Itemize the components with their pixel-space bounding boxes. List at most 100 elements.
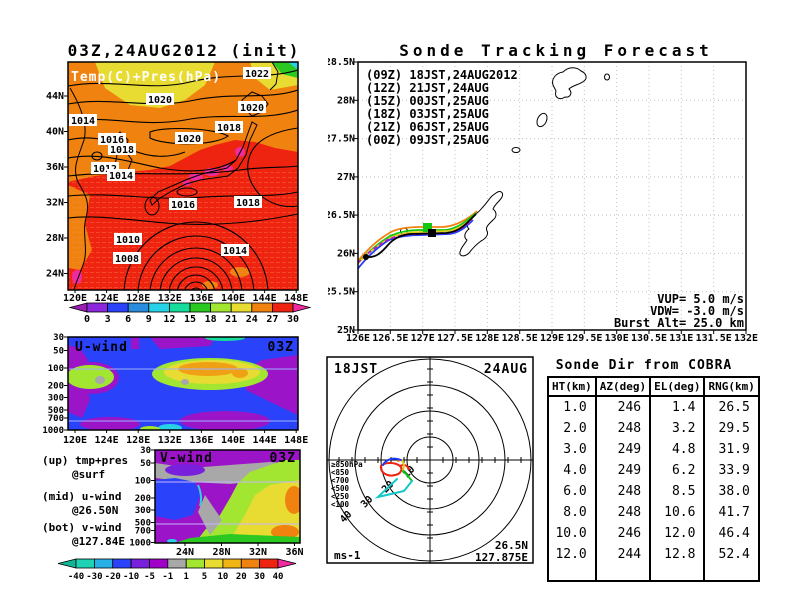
svg-text:28N: 28N bbox=[46, 233, 64, 244]
svg-text:131E: 131E bbox=[669, 333, 693, 344]
svg-text:0: 0 bbox=[84, 314, 90, 325]
svg-text:24N: 24N bbox=[176, 547, 194, 558]
svg-text:1014: 1014 bbox=[109, 171, 133, 182]
svg-text:132E: 132E bbox=[158, 293, 182, 304]
svg-text:6: 6 bbox=[125, 314, 131, 325]
svg-text:Burst Alt= 25.0 km: Burst Alt= 25.0 km bbox=[614, 316, 744, 330]
cell bbox=[548, 565, 597, 581]
svg-text:50: 50 bbox=[140, 459, 151, 469]
svg-text:36N: 36N bbox=[46, 162, 64, 173]
svg-text:40N: 40N bbox=[46, 127, 64, 138]
panel-uwind: U-wind 03Z 30 50 100 200 300 500 700 100… bbox=[28, 330, 324, 448]
svg-text:30: 30 bbox=[53, 333, 64, 343]
panel-sonde-table: Sonde Dir from COBRA HT(km) AZ(deg) EL(d… bbox=[540, 358, 760, 582]
hodograph-lat: 26.5N bbox=[495, 539, 528, 552]
svg-text:1018: 1018 bbox=[110, 145, 134, 156]
cell bbox=[595, 565, 652, 581]
svg-text:27: 27 bbox=[266, 314, 278, 325]
col-header-el: EL(deg) bbox=[650, 377, 706, 397]
svg-text:-40: -40 bbox=[68, 572, 84, 582]
svg-text:1012: 1012 bbox=[93, 164, 117, 175]
table-spacer-row bbox=[548, 565, 759, 581]
svg-text:127E: 127E bbox=[411, 333, 435, 344]
cell: 10.6 bbox=[650, 502, 706, 523]
svg-text:148E: 148E bbox=[284, 435, 308, 446]
field-label: Temp(C)+Pres(hPa) bbox=[71, 70, 221, 85]
svg-text:700: 700 bbox=[135, 527, 151, 537]
tracking-title: Sonde Tracking Forecast bbox=[399, 41, 713, 60]
svg-text:@127.84E: @127.84E bbox=[72, 535, 125, 548]
svg-text:300: 300 bbox=[135, 506, 151, 516]
x-axis-ticks bbox=[74, 290, 297, 293]
svg-text:40: 40 bbox=[338, 509, 354, 525]
cell: 2.0 bbox=[548, 418, 597, 439]
uwind-y-labels: 30 50 100 200 300 500 700 1000 bbox=[42, 333, 64, 436]
tracking-legend: (09Z) 18JST,24AUG2012 (12Z) 21JST,24AUG … bbox=[366, 68, 518, 147]
table-header-row: HT(km) AZ(deg) EL(deg) RNG(km) bbox=[548, 377, 759, 397]
svg-text:24N: 24N bbox=[46, 269, 64, 280]
cell: 12.8 bbox=[650, 544, 706, 565]
svg-text:9: 9 bbox=[146, 314, 152, 325]
cell: 246 bbox=[595, 523, 652, 544]
svg-text:1016: 1016 bbox=[100, 135, 124, 146]
svg-text:-20: -20 bbox=[105, 572, 121, 582]
uwind-time: 03Z bbox=[268, 340, 294, 355]
svg-text:136E: 136E bbox=[189, 293, 213, 304]
pressure-contours bbox=[68, 69, 298, 290]
svg-text:500: 500 bbox=[48, 406, 64, 416]
svg-text:-5: -5 bbox=[144, 572, 155, 582]
uwind-y-ticks bbox=[64, 336, 68, 431]
cell: 10.0 bbox=[548, 523, 597, 544]
cell: 12.0 bbox=[650, 523, 706, 544]
cell: 8.5 bbox=[650, 481, 706, 502]
hodograph-lon: 127.875E bbox=[475, 551, 528, 564]
svg-text:-1: -1 bbox=[162, 572, 173, 582]
svg-text:VDW= -3.0 m/s: VDW= -3.0 m/s bbox=[650, 304, 744, 318]
cell: 248 bbox=[595, 418, 652, 439]
svg-text:120E: 120E bbox=[63, 435, 87, 446]
svg-text:25.5N: 25.5N bbox=[328, 287, 355, 298]
hodograph-trace bbox=[374, 457, 413, 499]
svg-text:300: 300 bbox=[48, 394, 64, 404]
svg-text:1022: 1022 bbox=[245, 69, 269, 80]
svg-text:27N: 27N bbox=[337, 172, 355, 183]
svg-text:128E: 128E bbox=[475, 333, 499, 344]
tracking-y-ticks bbox=[354, 61, 358, 331]
temperature-shading bbox=[68, 62, 298, 290]
panel-vwind: V-wind 03Z 30 50 100 200 300 500 700 100… bbox=[28, 443, 328, 589]
svg-text:130.5E: 130.5E bbox=[631, 333, 667, 344]
panel-hodograph: 10 20 30 40 18JST 24AUG ms-1 26.5N 127.8… bbox=[323, 351, 539, 567]
svg-text:1014: 1014 bbox=[71, 116, 95, 127]
svg-text:1: 1 bbox=[183, 572, 188, 582]
hodograph-time: 18JST bbox=[334, 362, 378, 377]
panel-temp-pressure-map: 03Z,24AUG2012 (init) bbox=[28, 38, 320, 330]
table-row: 4.0 249 6.2 33.9 bbox=[548, 460, 759, 481]
islands bbox=[400, 67, 610, 257]
cell: 26.5 bbox=[718, 400, 750, 415]
svg-text:5: 5 bbox=[202, 572, 207, 582]
cell: 1.0 bbox=[548, 396, 597, 418]
svg-text:@26.50N: @26.50N bbox=[72, 504, 118, 517]
svg-text:126.5E: 126.5E bbox=[372, 333, 408, 344]
svg-text:120E: 120E bbox=[63, 293, 87, 304]
col-header-ht: HT(km) bbox=[548, 377, 597, 397]
tracking-annotations: VUP= 5.0 m/s VDW= -3.0 m/s Burst Alt= 25… bbox=[614, 292, 744, 330]
hodograph-units: ms-1 bbox=[334, 549, 361, 562]
svg-text:36N: 36N bbox=[285, 547, 303, 558]
svg-text:20: 20 bbox=[236, 572, 247, 582]
svg-text:(mid) u-wind: (mid) u-wind bbox=[42, 490, 121, 503]
cell: 244 bbox=[595, 544, 652, 565]
svg-text:128.5E: 128.5E bbox=[502, 333, 538, 344]
table-row: 12.0 244 12.8 52.4 bbox=[548, 544, 759, 565]
tracking-y-labels: 28.5N 28N 27.5N 27N 26.5N 26N 25.5N 25N bbox=[325, 57, 355, 336]
wind-colorbar-labels: -40 -30 -20 -10 -5 -1 1 5 10 20 30 40 bbox=[68, 572, 284, 582]
svg-text:100: 100 bbox=[135, 477, 151, 487]
x-axis-labels: 120E 124E 128E 132E 136E 140E 144E 148E bbox=[63, 293, 308, 304]
svg-text:127.5E: 127.5E bbox=[437, 333, 473, 344]
svg-text:131.5E: 131.5E bbox=[696, 333, 732, 344]
svg-text:26N: 26N bbox=[337, 248, 355, 259]
svg-text:<100: <100 bbox=[331, 500, 350, 509]
vwind-x-ticks bbox=[184, 543, 295, 546]
cell: 4.0 bbox=[548, 460, 597, 481]
